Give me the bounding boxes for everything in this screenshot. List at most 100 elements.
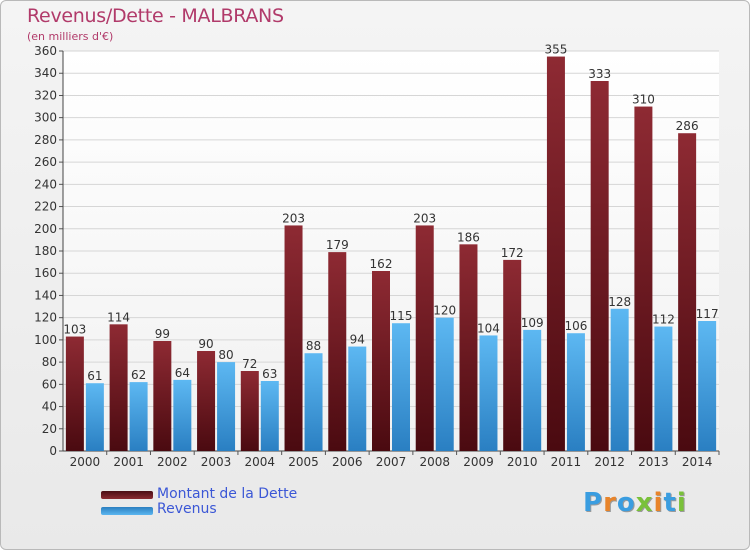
y-tick-label: 240 (34, 177, 57, 191)
bar-revenus (348, 346, 367, 451)
x-tick-label: 2003 (201, 455, 232, 469)
bar-revenus (523, 329, 542, 451)
data-label-dette: 286 (676, 119, 699, 133)
y-tick-label: 120 (34, 311, 57, 325)
bar-revenus (304, 353, 323, 451)
bar-revenus (654, 326, 673, 451)
legend-swatch-dette (101, 491, 153, 499)
x-tick-label: 2012 (594, 455, 625, 469)
y-tick-label: 160 (34, 266, 57, 280)
data-label-dette: 179 (326, 238, 349, 252)
x-tick-label: 2014 (682, 455, 713, 469)
logo-letter: i (676, 488, 687, 518)
data-label-dette: 203 (282, 211, 305, 225)
legend-label-revenus: Revenus (157, 501, 217, 517)
x-tick-label: 2004 (245, 455, 276, 469)
data-label-dette: 186 (457, 230, 480, 244)
x-tick-label: 2001 (113, 455, 144, 469)
bar-revenus (479, 335, 498, 451)
bar-dette (415, 225, 434, 451)
data-label-dette: 333 (588, 67, 611, 81)
data-label-dette: 355 (544, 43, 567, 57)
bar-dette (197, 351, 216, 451)
proxiti-logo: Proxiti (583, 488, 687, 518)
bar-dette (284, 225, 303, 451)
y-tick-label: 40 (42, 400, 57, 414)
y-tick-label: 280 (34, 133, 57, 147)
data-label-dette: 114 (107, 310, 130, 324)
bar-dette (503, 259, 522, 451)
x-tick-label: 2008 (419, 455, 450, 469)
bar-dette (546, 56, 565, 452)
data-label-revenus: 94 (350, 333, 365, 347)
data-label-revenus: 80 (218, 348, 233, 362)
logo-letter: x (635, 488, 654, 518)
y-tick-label: 300 (34, 111, 57, 125)
bar-revenus (129, 382, 148, 451)
y-tick-label: 320 (34, 88, 57, 102)
legend-swatch-revenus (101, 507, 153, 515)
bar-dette (372, 271, 390, 451)
data-label-dette: 172 (501, 246, 524, 260)
y-tick-label: 140 (34, 288, 57, 302)
y-tick-label: 260 (34, 155, 57, 169)
data-label-dette: 99 (155, 327, 170, 341)
y-tick-label: 360 (34, 44, 57, 58)
data-label-revenus: 64 (175, 366, 190, 380)
x-tick-label: 2002 (157, 455, 188, 469)
data-label-dette: 90 (198, 337, 213, 351)
chart-subtitle: (en milliers d'€) (27, 30, 114, 43)
data-label-revenus: 88 (306, 339, 321, 353)
y-tick-label: 80 (42, 355, 57, 369)
bar-dette (459, 244, 478, 451)
logo-letter: o (616, 488, 636, 518)
x-tick-label: 2007 (376, 455, 407, 469)
x-tick-label: 2009 (463, 455, 494, 469)
bar-dette (109, 324, 128, 451)
bar-revenus (217, 362, 236, 451)
x-tick-label: 2011 (551, 455, 582, 469)
data-label-dette: 103 (63, 323, 86, 337)
x-tick-label: 2010 (507, 455, 538, 469)
data-label-dette: 310 (632, 93, 655, 107)
data-label-revenus: 104 (477, 321, 500, 335)
data-label-revenus: 120 (433, 304, 456, 318)
bar-dette (240, 371, 259, 451)
data-label-dette: 72 (242, 357, 257, 371)
bar-dette (328, 252, 347, 451)
data-label-revenus: 62 (131, 368, 146, 382)
logo-letter: i (653, 488, 664, 518)
chart-title: Revenus/Dette - MALBRANS (27, 5, 284, 27)
y-tick-label: 180 (34, 244, 57, 258)
bar-revenus (260, 381, 279, 451)
data-label-revenus: 112 (652, 313, 675, 327)
legend-label-dette: Montant de la Dette (157, 486, 298, 502)
x-tick-label: 2000 (70, 455, 101, 469)
bar-dette (678, 133, 697, 451)
bar-dette (65, 336, 84, 451)
data-label-revenus: 128 (608, 295, 631, 309)
x-tick-label: 2013 (638, 455, 669, 469)
data-label-revenus: 61 (87, 369, 102, 383)
data-label-revenus: 109 (521, 316, 544, 330)
data-label-revenus: 63 (262, 367, 277, 381)
bar-revenus (435, 317, 454, 451)
logo-letter: r (603, 488, 617, 518)
y-tick-label: 200 (34, 222, 57, 236)
bar-dette (590, 81, 609, 451)
bar-revenus (85, 383, 104, 451)
x-tick-label: 2006 (332, 455, 363, 469)
data-label-dette: 203 (413, 211, 436, 225)
data-label-revenus: 117 (696, 307, 719, 321)
data-label-revenus: 115 (390, 309, 413, 323)
data-label-dette: 162 (370, 257, 393, 271)
bar-revenus (392, 323, 410, 451)
bar-revenus (698, 321, 717, 451)
logo-letter: P (583, 488, 604, 518)
y-tick-label: 0 (49, 444, 57, 458)
y-tick-label: 340 (34, 66, 57, 80)
bar-dette (634, 106, 653, 452)
x-tick-label: 2005 (288, 455, 319, 469)
y-tick-label: 100 (34, 333, 57, 347)
